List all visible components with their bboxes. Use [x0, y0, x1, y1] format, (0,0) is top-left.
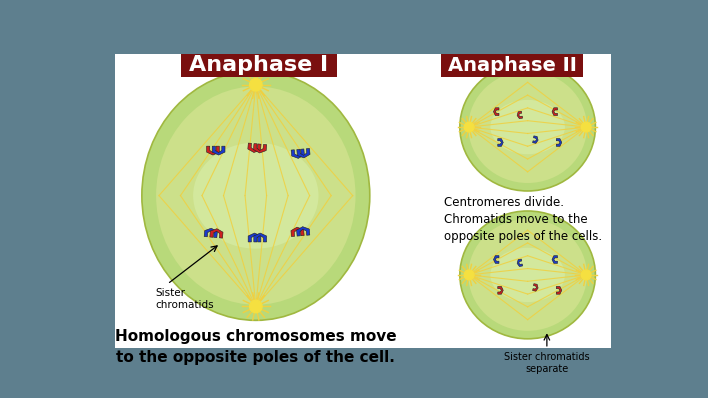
Polygon shape [517, 259, 523, 267]
Text: Sister
chromatids: Sister chromatids [156, 288, 215, 310]
Polygon shape [207, 146, 219, 155]
Ellipse shape [156, 86, 355, 305]
Ellipse shape [460, 63, 595, 191]
Polygon shape [532, 284, 538, 291]
FancyBboxPatch shape [181, 54, 337, 77]
Ellipse shape [460, 211, 595, 339]
Ellipse shape [468, 71, 587, 183]
Polygon shape [493, 108, 499, 115]
Polygon shape [248, 233, 261, 242]
Polygon shape [552, 256, 557, 263]
Ellipse shape [142, 71, 370, 320]
Text: Homologous chromosomes move
to the opposite poles of the cell.: Homologous chromosomes move to the oppos… [115, 329, 396, 365]
Polygon shape [291, 227, 304, 236]
Polygon shape [556, 139, 561, 146]
Polygon shape [253, 144, 267, 153]
Text: Centromeres divide.
Chromatids move to the
opposite poles of the cells.: Centromeres divide. Chromatids move to t… [445, 196, 603, 243]
Polygon shape [297, 226, 310, 236]
Circle shape [250, 300, 262, 313]
FancyBboxPatch shape [440, 54, 583, 77]
Polygon shape [498, 287, 503, 294]
FancyBboxPatch shape [115, 54, 611, 348]
Polygon shape [212, 146, 225, 155]
Polygon shape [493, 256, 499, 263]
Circle shape [581, 270, 591, 280]
Polygon shape [248, 143, 261, 152]
Ellipse shape [491, 248, 565, 302]
Polygon shape [253, 233, 267, 242]
Circle shape [581, 122, 591, 132]
Polygon shape [532, 136, 538, 143]
Circle shape [464, 122, 474, 132]
Text: Anaphase I: Anaphase I [189, 55, 329, 76]
Ellipse shape [468, 219, 587, 331]
Polygon shape [556, 287, 561, 294]
Text: Sister chromatids
separate: Sister chromatids separate [504, 352, 590, 373]
Polygon shape [210, 229, 223, 238]
Ellipse shape [193, 142, 319, 249]
Circle shape [250, 78, 262, 91]
Polygon shape [552, 108, 557, 115]
Polygon shape [291, 149, 304, 158]
Polygon shape [517, 111, 523, 119]
Polygon shape [498, 139, 503, 146]
Ellipse shape [491, 100, 565, 154]
Polygon shape [297, 148, 310, 158]
Polygon shape [204, 228, 217, 238]
Text: Anaphase II: Anaphase II [447, 56, 577, 75]
Circle shape [464, 270, 474, 280]
